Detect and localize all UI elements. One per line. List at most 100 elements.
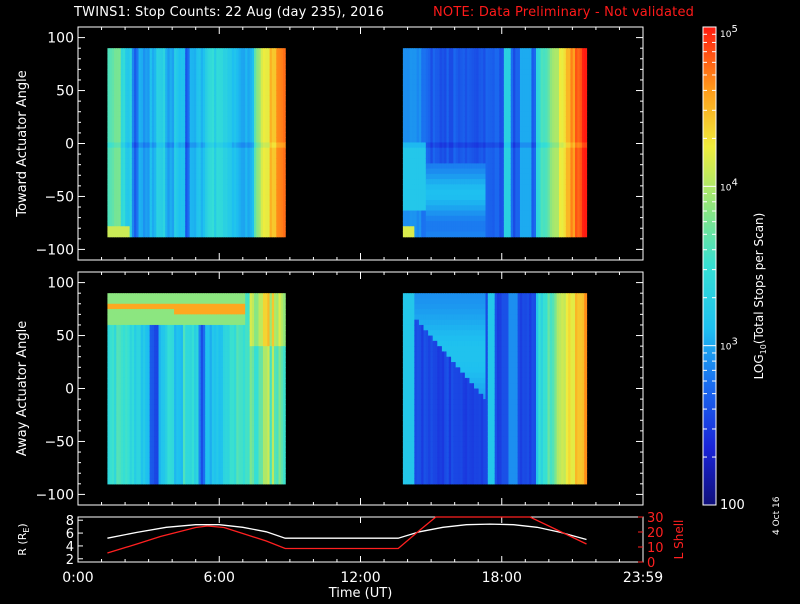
heatmap-cell bbox=[138, 220, 142, 227]
heatmap-cell bbox=[129, 137, 133, 144]
heatmap-cell bbox=[180, 210, 184, 217]
heatmap-cell bbox=[122, 116, 126, 123]
heatmap-cell bbox=[127, 215, 131, 222]
heatmap-cell bbox=[131, 179, 135, 185]
heatmap-cell bbox=[216, 126, 220, 133]
heatmap-cell bbox=[134, 226, 137, 233]
heatmap-cell bbox=[236, 111, 240, 117]
heatmap-cell bbox=[455, 84, 459, 91]
heatmap-cell bbox=[271, 121, 275, 128]
heatmap-cell bbox=[145, 205, 149, 212]
heatmap-cell bbox=[242, 131, 246, 138]
heatmap-cell bbox=[125, 179, 129, 185]
heatmap-cell bbox=[229, 121, 233, 128]
heatmap-cell bbox=[171, 179, 175, 185]
heatmap-cell bbox=[414, 220, 418, 227]
heatmap-cell bbox=[142, 116, 146, 123]
heatmap-cell bbox=[169, 105, 173, 112]
heatmap-cell bbox=[423, 69, 427, 75]
heatmap-cell bbox=[414, 142, 418, 149]
heatmap-cell bbox=[120, 111, 124, 117]
heatmap-cell bbox=[238, 147, 242, 154]
heatmap-cell bbox=[214, 100, 217, 107]
heatmap-cell bbox=[107, 152, 111, 159]
heatmap-cell bbox=[254, 100, 257, 107]
heatmap-cell bbox=[147, 168, 151, 175]
heatmap-cell bbox=[402, 84, 406, 91]
heatmap-cell bbox=[114, 147, 117, 154]
heatmap-cell bbox=[154, 231, 157, 238]
heatmap-cell bbox=[234, 105, 237, 112]
heatmap-cell bbox=[151, 205, 155, 212]
heatmap-cell bbox=[267, 137, 271, 144]
heatmap-cell bbox=[435, 131, 438, 138]
heatmap-cell bbox=[455, 48, 459, 55]
heatmap-cell bbox=[274, 226, 277, 233]
heatmap-cell bbox=[151, 90, 155, 96]
heatmap-cell bbox=[111, 226, 115, 233]
heatmap-cell bbox=[247, 173, 251, 180]
heatmap-cell bbox=[200, 105, 204, 112]
heatmap-cell bbox=[428, 84, 432, 91]
heatmap-cell bbox=[147, 137, 151, 144]
heatmap-cell bbox=[276, 168, 280, 175]
heatmap-cell bbox=[278, 63, 282, 70]
heatmap-cell bbox=[245, 58, 248, 65]
heatmap-cell bbox=[120, 179, 124, 185]
heatmap-cell bbox=[227, 100, 231, 107]
heatmap-cell bbox=[267, 147, 271, 154]
heatmap-cell bbox=[274, 231, 277, 238]
heatmap-cell bbox=[251, 121, 255, 128]
heatmap-cell bbox=[125, 194, 129, 201]
heatmap-cell bbox=[238, 105, 242, 112]
heatmap-cell bbox=[227, 48, 231, 55]
heatmap-cell bbox=[423, 95, 427, 102]
heatmap-cell bbox=[254, 226, 257, 233]
heatmap-cell bbox=[425, 168, 429, 175]
heatmap-cell bbox=[432, 131, 436, 138]
heatmap-cell bbox=[154, 147, 157, 154]
heatmap-cell bbox=[194, 215, 197, 222]
heatmap-cell bbox=[432, 189, 436, 196]
heatmap-cell bbox=[421, 79, 425, 86]
heatmap-cell bbox=[174, 147, 177, 154]
heatmap-cell bbox=[189, 189, 193, 196]
heatmap-cell bbox=[205, 226, 208, 233]
heatmap-cell bbox=[191, 220, 195, 227]
heatmap-cell bbox=[207, 220, 211, 227]
heatmap-cell bbox=[154, 163, 157, 170]
heatmap-cell bbox=[453, 226, 457, 233]
heatmap-cell bbox=[134, 210, 137, 217]
heatmap-cell bbox=[271, 168, 275, 175]
heatmap-cell bbox=[185, 152, 189, 159]
heatmap-cell bbox=[425, 226, 429, 233]
heatmap-cell bbox=[129, 205, 133, 212]
heatmap-cell bbox=[267, 53, 271, 60]
heatmap-cell bbox=[198, 121, 202, 128]
heatmap-cell bbox=[142, 231, 146, 238]
heatmap-cell bbox=[437, 126, 441, 133]
heatmap-cell bbox=[444, 111, 448, 117]
heatmap-cell bbox=[460, 84, 464, 91]
heatmap-cell bbox=[409, 90, 413, 96]
heatmap-cell bbox=[432, 121, 436, 128]
heatmap-cell bbox=[249, 48, 253, 55]
heatmap-cell bbox=[198, 58, 202, 65]
heatmap-cell bbox=[118, 90, 122, 96]
heatmap-cell bbox=[457, 53, 461, 60]
heatmap-cell bbox=[238, 168, 242, 175]
heatmap-cell bbox=[189, 137, 193, 144]
heatmap-cell bbox=[446, 163, 450, 170]
heatmap-cell bbox=[214, 152, 217, 159]
heatmap-cell bbox=[211, 173, 215, 180]
heatmap-cell bbox=[158, 179, 162, 185]
heatmap-cell bbox=[189, 158, 193, 164]
heatmap-cell bbox=[464, 111, 468, 117]
heatmap-cell bbox=[180, 147, 184, 154]
heatmap-cell bbox=[267, 48, 271, 55]
heatmap-cell bbox=[418, 152, 422, 159]
heatmap-cell bbox=[262, 58, 266, 65]
heatmap-cell bbox=[200, 74, 204, 81]
heatmap-cell bbox=[145, 95, 149, 102]
heatmap-cell bbox=[412, 194, 415, 201]
